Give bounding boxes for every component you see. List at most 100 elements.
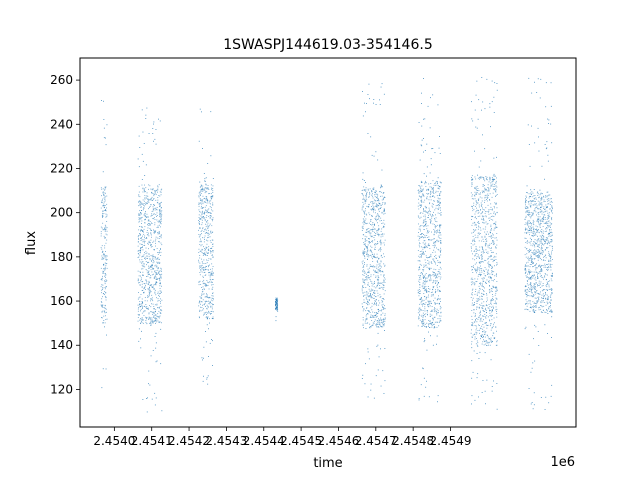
data-point	[474, 314, 476, 316]
data-point	[439, 290, 441, 292]
data-point	[479, 298, 481, 300]
data-point	[210, 212, 212, 214]
data-point	[419, 299, 421, 300]
data-point	[483, 215, 485, 217]
data-point	[160, 283, 161, 285]
data-point	[212, 254, 213, 256]
data-point	[146, 234, 148, 236]
data-point	[440, 234, 442, 236]
data-point	[103, 192, 105, 194]
data-point	[372, 294, 373, 296]
data-point	[485, 275, 487, 277]
data-point	[437, 188, 439, 189]
data-point	[418, 208, 420, 210]
data-point	[207, 222, 209, 224]
data-point	[374, 290, 376, 292]
data-point	[526, 265, 528, 267]
data-point	[535, 307, 537, 308]
data-point	[493, 337, 495, 339]
data-point	[428, 288, 429, 289]
data-point	[487, 246, 489, 248]
data-point	[490, 219, 492, 220]
data-point	[534, 297, 536, 299]
data-point	[470, 246, 472, 248]
data-point	[154, 289, 156, 291]
data-point	[200, 190, 202, 192]
data-point	[160, 275, 162, 277]
data-point	[384, 244, 385, 246]
data-point	[204, 267, 206, 268]
data-point	[377, 278, 379, 280]
data-point	[485, 281, 487, 283]
data-point	[101, 279, 103, 281]
data-point	[495, 195, 497, 196]
data-point	[144, 305, 146, 307]
data-point	[380, 247, 382, 249]
data-point	[364, 383, 366, 385]
data-point	[371, 194, 373, 196]
data-point	[198, 192, 200, 194]
data-point	[495, 175, 496, 177]
data-point	[543, 218, 544, 220]
data-point	[527, 206, 528, 208]
data-point	[544, 214, 546, 216]
data-point	[438, 272, 440, 274]
data-point	[362, 310, 364, 312]
data-point	[483, 336, 484, 338]
data-point	[438, 208, 439, 210]
data-point	[420, 302, 422, 304]
data-point	[100, 286, 102, 288]
data-point	[203, 207, 204, 209]
data-point	[432, 295, 434, 297]
data-point	[361, 190, 363, 191]
data-point	[495, 306, 497, 308]
data-point	[533, 274, 535, 276]
data-point	[212, 185, 214, 187]
data-point	[212, 256, 214, 258]
data-point	[534, 283, 536, 285]
data-point	[425, 262, 427, 264]
data-point	[426, 292, 428, 293]
data-point	[534, 252, 536, 254]
data-point	[364, 200, 366, 202]
data-point	[102, 216, 104, 217]
data-point	[207, 220, 209, 221]
data-point	[471, 219, 472, 220]
data-point	[551, 264, 553, 265]
data-point	[383, 325, 385, 327]
data-point	[144, 191, 146, 193]
data-point	[375, 315, 377, 317]
data-point	[545, 228, 546, 230]
data-point	[145, 253, 147, 255]
data-point	[475, 313, 476, 315]
data-point	[493, 234, 494, 236]
data-point	[137, 245, 139, 247]
data-point	[106, 255, 108, 257]
data-point	[206, 259, 207, 261]
data-point	[202, 299, 204, 301]
data-point	[364, 279, 366, 281]
data-point	[487, 269, 489, 271]
data-point	[369, 214, 371, 216]
data-point	[139, 235, 141, 236]
data-point	[154, 277, 155, 279]
data-point	[483, 252, 485, 253]
data-point	[437, 312, 439, 314]
data-point	[471, 377, 473, 379]
data-point	[201, 233, 202, 235]
data-point	[154, 317, 156, 319]
data-point	[379, 104, 381, 105]
data-point	[383, 308, 384, 310]
data-point	[491, 288, 493, 290]
data-point	[375, 216, 377, 218]
data-point	[474, 316, 476, 317]
data-point	[151, 236, 152, 238]
data-point	[440, 237, 442, 239]
data-point	[544, 249, 546, 251]
data-point	[481, 256, 483, 258]
data-point	[483, 339, 484, 341]
data-point	[203, 216, 204, 218]
data-point	[372, 201, 374, 203]
data-point	[419, 313, 420, 315]
data-point	[546, 274, 548, 276]
